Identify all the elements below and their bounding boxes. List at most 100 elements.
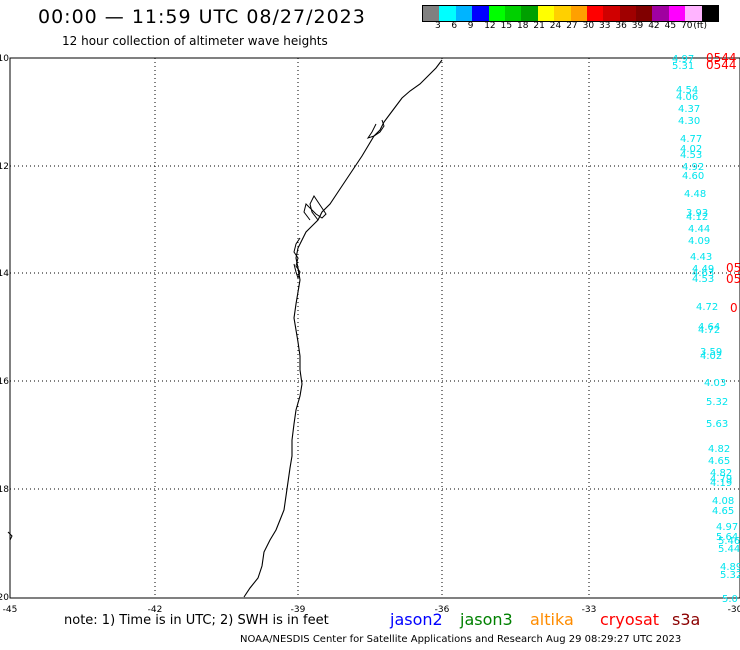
color-scale-label: 36	[615, 21, 627, 31]
legend-cryosat: cryosat	[600, 610, 660, 629]
color-scale-label: 45	[664, 21, 677, 31]
color-swatch	[701, 6, 719, 21]
color-swatch	[455, 6, 473, 21]
islands	[293, 237, 301, 280]
color-swatch	[685, 6, 702, 21]
swh-value: 5.31	[672, 61, 694, 72]
swh-value: 4.72	[698, 325, 720, 336]
legend-jason2: jason2	[390, 610, 443, 629]
swh-value: 4.64	[698, 322, 720, 333]
latitude-label: -18	[0, 485, 9, 495]
swh-value: 4.60	[682, 171, 704, 182]
color-scale-label: 39	[631, 21, 644, 31]
color-swatch	[668, 6, 686, 21]
color-swatch	[504, 6, 522, 21]
swh-value: 4.06	[676, 92, 698, 103]
color-scale-label: 9	[467, 21, 474, 31]
swh-value: 4.82	[708, 444, 730, 455]
swh-value: 4.54	[676, 85, 698, 96]
credit-line: NOAA/NESDIS Center for Satellite Applica…	[240, 634, 682, 645]
color-scale-label: 6	[451, 21, 458, 31]
swh-value: 5.32	[720, 570, 740, 581]
map-subtitle: 12 hour collection of altimeter wave hei…	[62, 34, 328, 48]
color-swatch	[636, 6, 653, 21]
color-swatch	[652, 6, 669, 21]
swh-value: 0544	[706, 58, 737, 72]
swh-value: 5.0	[722, 594, 738, 605]
color-swatch	[586, 6, 604, 21]
color-swatch	[488, 6, 505, 21]
latitude-labels: -10 -12 -14 -16 -18 -20	[0, 54, 9, 603]
swh-value: 4.89	[720, 562, 740, 573]
latitude-label: -12	[0, 162, 9, 172]
swh-value: 4.43	[690, 252, 712, 263]
latitude-label: -20	[0, 593, 9, 603]
swh-value: 4.30	[678, 116, 700, 127]
swh-value: 4.12	[686, 212, 708, 223]
map-title: 00:00 — 11:59 UTC 08/27/2023	[38, 6, 366, 28]
swh-value: 4.97	[716, 522, 738, 533]
swh-value: 4.08	[712, 496, 734, 507]
swh-value: 4.48	[684, 189, 706, 200]
color-swatch	[521, 6, 538, 21]
swh-value: 5.64	[716, 532, 738, 543]
color-scale-label: 3	[435, 21, 441, 31]
swh-value: 4.53	[692, 274, 714, 285]
color-swatch	[472, 6, 489, 21]
swh-value: 0	[730, 301, 738, 315]
swh-value: 4.49	[692, 264, 714, 275]
color-scale-label: 24	[549, 21, 562, 31]
swh-value: 4.09	[688, 236, 710, 247]
legend-altika: altika	[530, 610, 574, 629]
swh-value: 4.77	[680, 134, 702, 145]
map-frame	[9, 57, 740, 599]
legend-jason3: jason3	[460, 610, 513, 629]
island-mark	[7, 531, 13, 541]
color-scale-label: (ft)	[693, 21, 707, 31]
color-swatch	[603, 6, 620, 21]
longitude-label: -39	[291, 605, 306, 615]
color-swatch	[423, 6, 440, 21]
swh-value: 5.46	[718, 536, 740, 547]
longitude-label: -42	[148, 605, 163, 615]
latitude-label: -16	[0, 377, 9, 387]
swh-value: 4.19	[710, 478, 732, 489]
swh-value-labels: 4.975.31054405444.544.064.374.304.774.02…	[672, 51, 740, 605]
color-scale-label: 70	[681, 21, 693, 31]
longitude-labels: -45 -42 -39 -36 -33 -30	[3, 605, 740, 615]
longitude-label: -30	[728, 605, 740, 615]
color-scale-label: 15	[500, 21, 513, 31]
swh-value: 4.02	[700, 351, 722, 362]
swh-value: 4.82	[710, 468, 732, 479]
color-swatch	[439, 6, 456, 21]
color-scale-label: 18	[517, 21, 529, 31]
todos-os-santos-bay	[303, 195, 327, 221]
longitude-label: -33	[582, 605, 597, 615]
color-scale-label: 30	[582, 21, 595, 31]
latitude-label: -14	[0, 269, 9, 279]
footer-note: note: 1) Time is in UTC; 2) SWH is in fe…	[64, 613, 329, 628]
color-swatch	[537, 6, 555, 21]
legend-s3a: s3a	[672, 610, 701, 629]
swh-value: 4.79	[710, 474, 732, 485]
color-scale-label: 21	[533, 21, 545, 31]
swh-value: 4.37	[678, 104, 700, 115]
swh-value: 4.97	[672, 54, 694, 65]
swh-value: 4.44	[688, 224, 710, 235]
lat-lon-grid	[10, 58, 740, 598]
swh-value: 0544	[706, 51, 737, 65]
swh-value: 3.59	[700, 347, 722, 358]
swh-value: 5.63	[706, 419, 728, 430]
color-scale-label: 33	[599, 21, 611, 31]
longitude-label: -45	[3, 605, 18, 615]
swh-value: 4.65	[712, 506, 734, 517]
coastline	[243, 59, 443, 598]
swh-value: 05	[726, 272, 740, 286]
color-swatch	[570, 6, 587, 21]
color-scale-label: 27	[566, 21, 578, 31]
swh-value: 4.65	[708, 456, 730, 467]
latitude-label: -10	[0, 54, 9, 64]
swh-value: 4.02	[680, 144, 702, 155]
swh-value: 4.53	[680, 150, 702, 161]
color-scale-label: 42	[648, 21, 660, 31]
